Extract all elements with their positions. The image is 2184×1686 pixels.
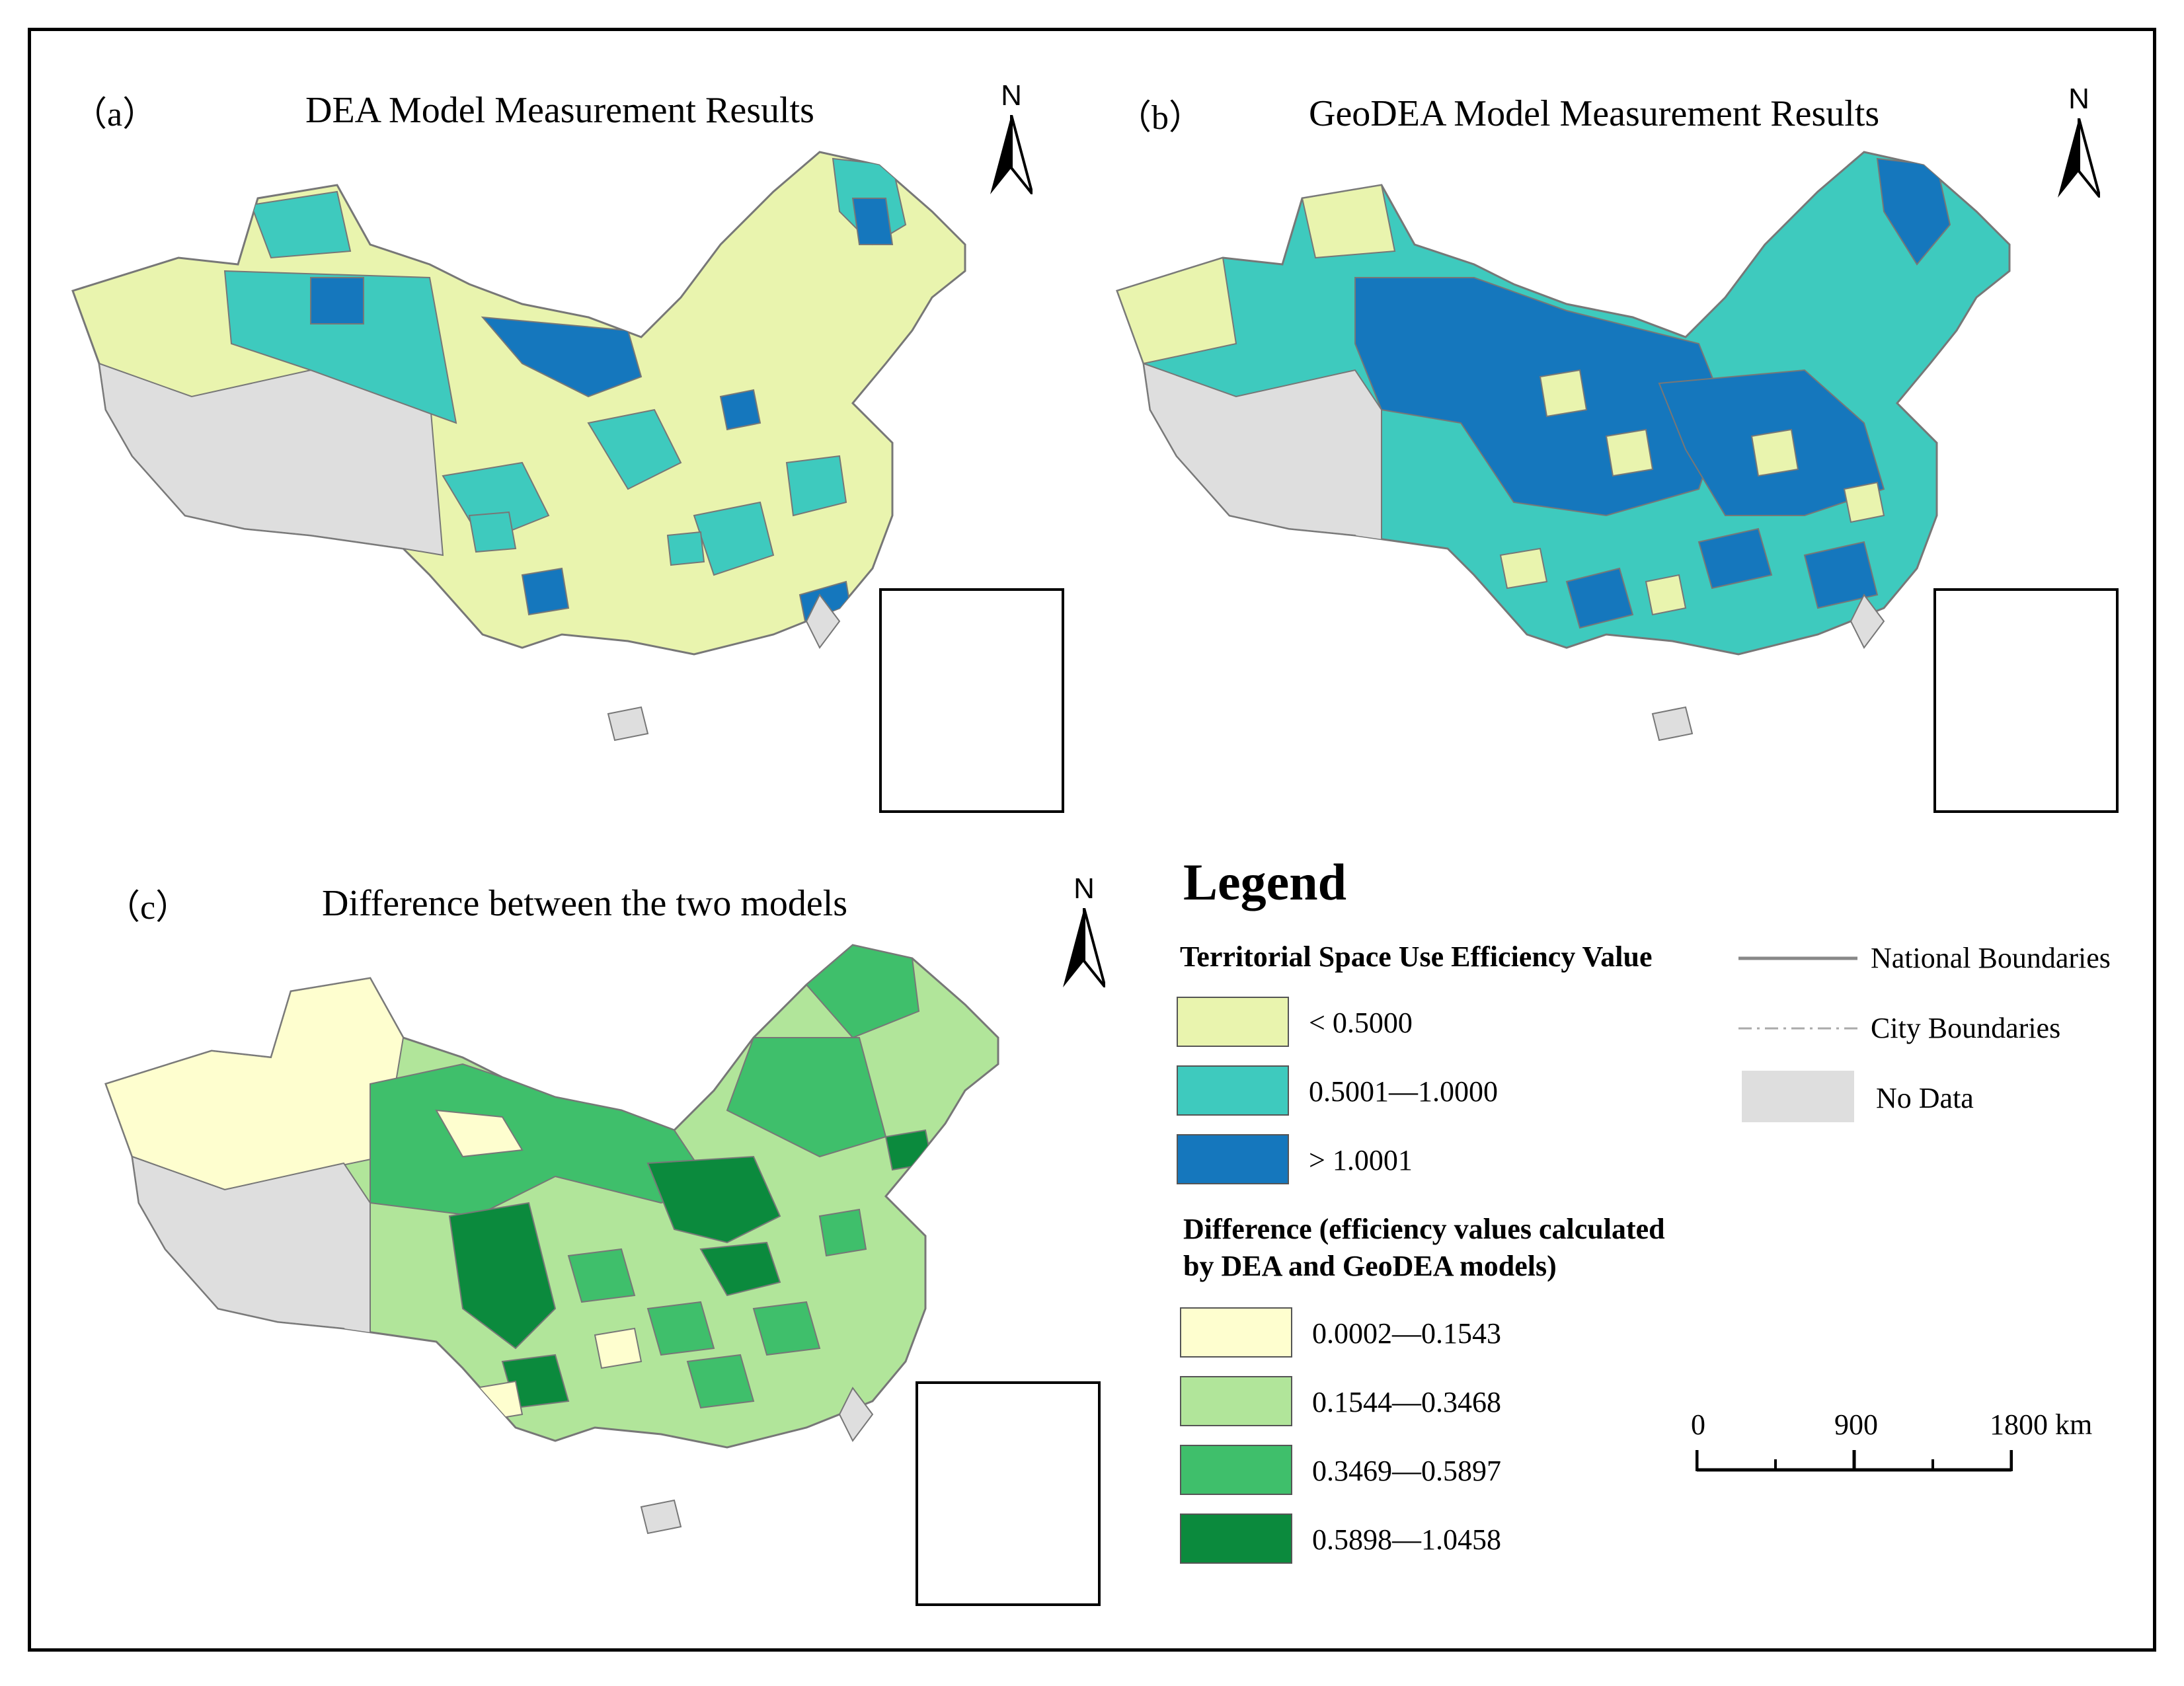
difference-title-line1: Difference (efficiency values calculated — [1183, 1213, 1665, 1245]
north-arrow-b: N — [2046, 83, 2112, 202]
efficiency-label-low: < 0.5000 — [1309, 1007, 1413, 1039]
map-a-dea — [71, 151, 966, 742]
city-boundary-sample — [1738, 1027, 1857, 1030]
panel-c-title: Difference between the two models — [322, 883, 848, 924]
difference-label-3: 0.3469—0.5897 — [1312, 1455, 1501, 1487]
south-china-sea-inset-c — [916, 1381, 1101, 1606]
scale-label-0: 0 — [1691, 1408, 1705, 1441]
difference-label-2: 0.1544—0.3468 — [1312, 1386, 1501, 1418]
panel-a-letter: （a） — [73, 96, 157, 134]
efficiency-label-high: > 1.0001 — [1309, 1144, 1413, 1176]
north-arrow-c: N — [1051, 872, 1117, 991]
map-c-difference — [104, 944, 999, 1535]
difference-legend-title: Difference (efficiency values calculated… — [1183, 1211, 1665, 1285]
no-data-label: No Data — [1876, 1082, 1974, 1114]
figure-frame — [28, 28, 2156, 1652]
difference-title-line2: by DEA and GeoDEA models) — [1183, 1250, 1557, 1282]
scale-bar — [1696, 1450, 2013, 1472]
south-china-sea-inset-b — [1933, 588, 2119, 813]
scale-label-900: 900 — [1834, 1408, 1878, 1441]
efficiency-legend-title: Territorial Space Use Efficiency Value — [1180, 940, 1653, 973]
legend-title: Legend — [1183, 853, 1347, 911]
north-arrow-icon — [2058, 118, 2100, 198]
north-arrow-icon — [990, 115, 1033, 194]
difference-swatch-4 — [1180, 1514, 1292, 1564]
national-boundary-sample — [1738, 956, 1857, 960]
difference-label-1: 0.0002—0.1543 — [1312, 1317, 1501, 1350]
north-label: N — [1073, 872, 1095, 905]
efficiency-swatch-low — [1177, 997, 1289, 1047]
difference-swatch-3 — [1180, 1445, 1292, 1495]
no-data-swatch — [1742, 1071, 1854, 1122]
north-label: N — [1001, 79, 1022, 112]
efficiency-label-mid: 0.5001—1.0000 — [1309, 1075, 1498, 1108]
city-boundary-label: City Boundaries — [1871, 1012, 2061, 1044]
difference-swatch-1 — [1180, 1307, 1292, 1358]
efficiency-swatch-high — [1177, 1134, 1289, 1184]
panel-c-letter: （c） — [106, 889, 190, 927]
north-label: N — [2068, 83, 2089, 115]
difference-label-4: 0.5898—1.0458 — [1312, 1523, 1501, 1556]
scale-label-1800: 1800 km — [1990, 1408, 2093, 1441]
efficiency-swatch-mid — [1177, 1065, 1289, 1116]
panel-b-letter: （b） — [1117, 99, 1204, 137]
panel-b-title: GeoDEA Model Measurement Results — [1309, 93, 1880, 134]
panel-a-title: DEA Model Measurement Results — [305, 90, 814, 131]
national-boundary-label: National Boundaries — [1871, 942, 2111, 974]
map-b-geodea — [1116, 151, 2011, 742]
north-arrow-a: N — [978, 79, 1044, 198]
north-arrow-icon — [1063, 908, 1105, 987]
south-china-sea-inset-a — [879, 588, 1064, 813]
difference-swatch-2 — [1180, 1376, 1292, 1426]
